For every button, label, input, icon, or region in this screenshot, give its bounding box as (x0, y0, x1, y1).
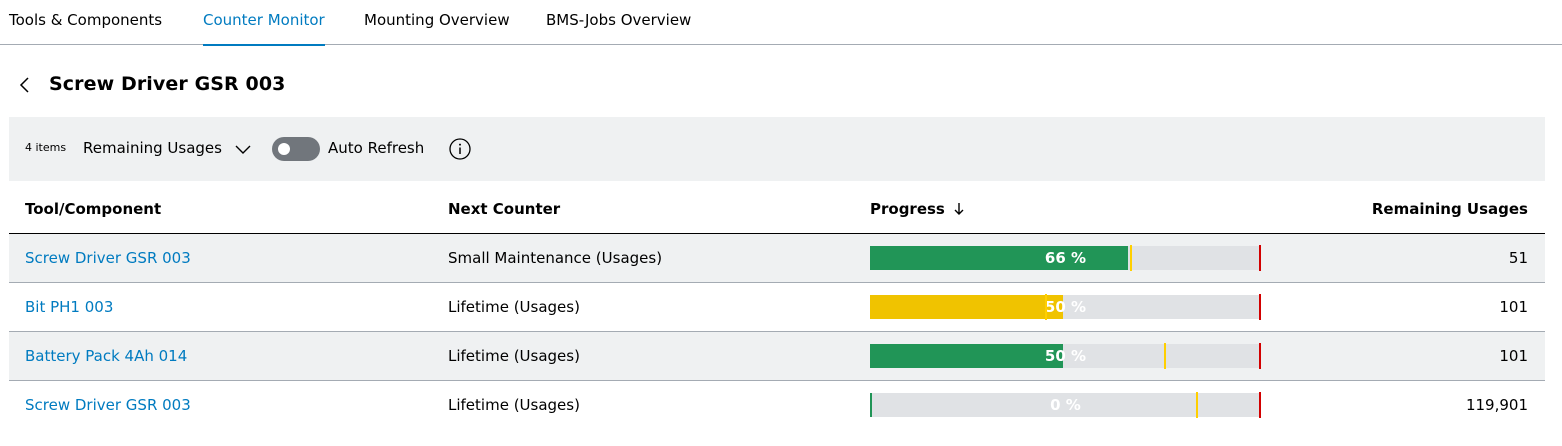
table-row: Battery Pack 4Ah 014 Lifetime (Usages) 5… (9, 332, 1545, 381)
limit-marker (1259, 392, 1261, 418)
info-icon (449, 138, 471, 160)
remaining-usages: 119,901 (1465, 396, 1528, 414)
remaining-usages: 51 (1508, 249, 1528, 267)
auto-refresh-toggle[interactable] (272, 137, 320, 161)
table-row: Screw Driver GSR 003 Lifetime (Usages) 0… (9, 381, 1545, 430)
next-counter: Lifetime (Usages) (448, 347, 580, 365)
tab-counter-monitor[interactable]: Counter Monitor (203, 10, 325, 46)
progress-label: 0 % (1050, 396, 1081, 414)
arrow-down-icon (954, 203, 964, 215)
tool-link[interactable]: Battery Pack 4Ah 014 (25, 347, 188, 365)
warning-threshold-marker (1045, 294, 1047, 320)
limit-marker (1259, 343, 1261, 369)
chevron-down-icon (235, 145, 251, 154)
tab-mounting-overview[interactable]: Mounting Overview (364, 11, 510, 29)
progress-fill (870, 344, 1063, 368)
view-select-value: Remaining Usages (83, 139, 222, 157)
remaining-usages: 101 (1499, 298, 1528, 316)
progress-bar: 50 % (870, 343, 1261, 369)
progress-bar: 66 % (870, 245, 1261, 271)
main-tabs: Tools & Components Counter Monitor Mount… (0, 0, 1562, 46)
warning-threshold-marker (1164, 343, 1166, 369)
warning-threshold-marker (1130, 245, 1132, 271)
column-header-progress-label: Progress (870, 200, 945, 218)
back-button[interactable] (14, 74, 36, 96)
progress-bar: 50 % (870, 294, 1261, 320)
tool-link[interactable]: Bit PH1 003 (25, 298, 114, 316)
tool-link[interactable]: Screw Driver GSR 003 (25, 249, 191, 267)
auto-refresh-label: Auto Refresh (328, 139, 425, 157)
warning-threshold-marker (1196, 392, 1198, 418)
next-counter: Small Maintenance (Usages) (448, 249, 663, 267)
limit-marker (1259, 245, 1261, 271)
table-toolbar: 4 items Remaining Usages Auto Refresh (9, 117, 1545, 181)
column-header-next-counter[interactable]: Next Counter (448, 200, 561, 218)
info-button[interactable] (448, 137, 472, 161)
progress-fill (870, 295, 1063, 319)
next-counter: Lifetime (Usages) (448, 396, 580, 414)
table-header: Tool/Component Next Counter Progress Rem… (9, 181, 1545, 234)
progress-label: 66 % (1044, 249, 1087, 267)
tool-link[interactable]: Screw Driver GSR 003 (25, 396, 191, 414)
remaining-usages: 101 (1499, 347, 1528, 365)
progress-label: 50 % (1044, 298, 1087, 316)
next-counter: Lifetime (Usages) (448, 298, 580, 316)
progress-fill (870, 246, 1128, 270)
counter-table: Tool/Component Next Counter Progress Rem… (9, 181, 1545, 430)
column-header-remaining-usages[interactable]: Remaining Usages (1371, 200, 1528, 218)
progress-fill (870, 393, 872, 417)
tab-tools-components[interactable]: Tools & Components (9, 11, 163, 29)
progress-label: 50 % (1044, 347, 1087, 365)
chevron-left-icon (19, 77, 29, 93)
tab-bms-jobs-overview[interactable]: BMS-Jobs Overview (546, 11, 692, 29)
table-row: Bit PH1 003 Lifetime (Usages) 50 % 101 (9, 283, 1545, 332)
page-title: Screw Driver GSR 003 (49, 73, 286, 95)
page-header: Screw Driver GSR 003 (0, 68, 600, 104)
limit-marker (1259, 294, 1261, 320)
progress-bar: 0 % (870, 392, 1261, 418)
items-count: 4 items (25, 141, 67, 154)
toggle-knob (278, 143, 290, 155)
column-header-progress[interactable]: Progress (870, 200, 965, 218)
view-select-dropdown[interactable]: Remaining Usages (83, 135, 261, 163)
column-header-tool[interactable]: Tool/Component (25, 200, 162, 218)
table-row: Screw Driver GSR 003 Small Maintenance (… (9, 234, 1545, 283)
